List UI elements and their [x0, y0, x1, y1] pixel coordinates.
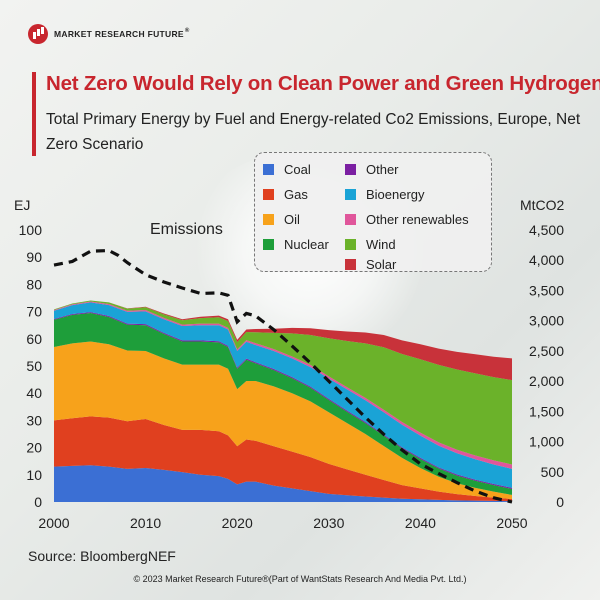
logo: MARKET RESEARCH FUTURE ®: [28, 24, 190, 44]
y-tick-label: 40: [26, 385, 42, 401]
legend-item-nuclear: Nuclear: [263, 237, 329, 252]
right-y-tick-labels: 0 500 1,000 1,500 2,000 2,500 3,000 3,500 4,000 4…: [529, 222, 564, 510]
y-tick-label: 0: [34, 494, 42, 510]
area-oil: [54, 341, 512, 500]
legend-label-gas: Gas: [284, 187, 308, 202]
area-gas: [54, 416, 512, 502]
legend-item-gas: Gas: [263, 187, 308, 202]
y2-tick-label: 3,000: [529, 313, 564, 329]
y-tick-label: 30: [26, 412, 42, 428]
area-other: [54, 312, 512, 489]
source-note: Source: BloombergNEF: [28, 548, 176, 564]
legend-swatch-gas: [263, 189, 274, 200]
legend-item-oil: Oil: [263, 212, 300, 227]
x-tick-label: 2000: [38, 515, 69, 531]
y2-tick-label: 0: [556, 494, 564, 510]
chart-subtitle: Total Primary Energy by Fuel and Energy-…: [46, 111, 581, 153]
emissions-annotation: Emissions: [150, 221, 223, 238]
y-tick-label: 50: [26, 358, 42, 374]
logo-chart-icon: [28, 24, 48, 44]
legend-swatch-coal: [263, 164, 274, 175]
y-tick-label: 20: [26, 440, 42, 456]
legend-item-other-renewables: Other renewables: [345, 212, 469, 227]
legend-item-solar: Solar: [345, 257, 396, 272]
legend-swatch-other: [345, 164, 356, 175]
copyright-footer: © 2023 Market Research Future®(Part of W…: [133, 574, 467, 584]
emissions-line-group: [53, 248, 513, 504]
y-tick-label: 70: [26, 304, 42, 320]
y2-tick-label: 4,000: [529, 252, 564, 268]
legend-item-bioenergy: Bioenergy: [345, 187, 425, 202]
x-tick-label: 2020: [222, 515, 253, 531]
area-wind: [54, 300, 512, 465]
legend-item-wind: Wind: [345, 237, 396, 252]
legend-item-coal: Coal: [263, 162, 311, 177]
legend-label-other: Other: [366, 162, 399, 177]
left-y-tick-labels: 0 10 20 30 40 50 60 70 80 90 100: [19, 222, 43, 510]
legend-swatch-other-renewables: [345, 214, 356, 225]
y-tick-label: 90: [26, 249, 42, 265]
title-accent-bar: [32, 72, 36, 156]
y-tick-label: 60: [26, 331, 42, 347]
y-tick-label: 10: [26, 467, 42, 483]
legend-label-other-renewables: Other renewables: [366, 212, 469, 227]
chart-title: Net Zero Would Rely on Clean Power and G…: [46, 72, 600, 95]
y-tick-label: 80: [26, 276, 42, 292]
y-axis-unit-right: MtCO2: [520, 197, 565, 213]
y2-tick-label: 2,000: [529, 373, 564, 389]
y2-tick-label: 1,500: [529, 403, 564, 419]
legend-swatch-bioenergy: [345, 189, 356, 200]
emissions-line: [53, 248, 513, 504]
x-tick-label: 2040: [405, 515, 436, 531]
area-coal: [54, 465, 512, 502]
area-nuclear: [54, 312, 512, 495]
x-tick-label: 2010: [130, 515, 161, 531]
area-series-group: [54, 300, 512, 502]
legend-swatch-wind: [345, 239, 356, 250]
legend-label-oil: Oil: [284, 212, 300, 227]
legend-item-other: Other: [345, 162, 399, 177]
y2-tick-label: 4,500: [529, 222, 564, 238]
legend-swatch-nuclear: [263, 239, 274, 250]
y2-tick-label: 2,500: [529, 343, 564, 359]
legend-label-nuclear: Nuclear: [284, 237, 329, 252]
y-tick-label: 100: [19, 222, 43, 238]
logo-reg-mark: ®: [184, 28, 190, 34]
x-tick-labels: 2000 2010 2020 2030 2040 2050: [38, 515, 527, 531]
legend-label-solar: Solar: [366, 257, 397, 272]
legend-swatch-oil: [263, 214, 274, 225]
y-axis-unit-left: EJ: [14, 197, 31, 213]
logo-text: MARKET RESEARCH FUTURE: [54, 29, 184, 39]
y2-tick-label: 1,000: [529, 434, 564, 450]
y2-tick-label: 3,500: [529, 282, 564, 298]
legend-swatch-solar: [345, 259, 356, 270]
y2-tick-label: 500: [541, 464, 565, 480]
x-tick-label: 2030: [313, 515, 344, 531]
legend-label-coal: Coal: [284, 162, 311, 177]
legend-label-wind: Wind: [366, 237, 396, 252]
chart-legend: Coal Gas Oil Nuclear Other Bioenergy Oth…: [254, 152, 492, 272]
x-tick-label: 2050: [496, 515, 527, 531]
legend-label-bioenergy: Bioenergy: [366, 187, 425, 202]
area-bioenergy: [54, 302, 512, 488]
